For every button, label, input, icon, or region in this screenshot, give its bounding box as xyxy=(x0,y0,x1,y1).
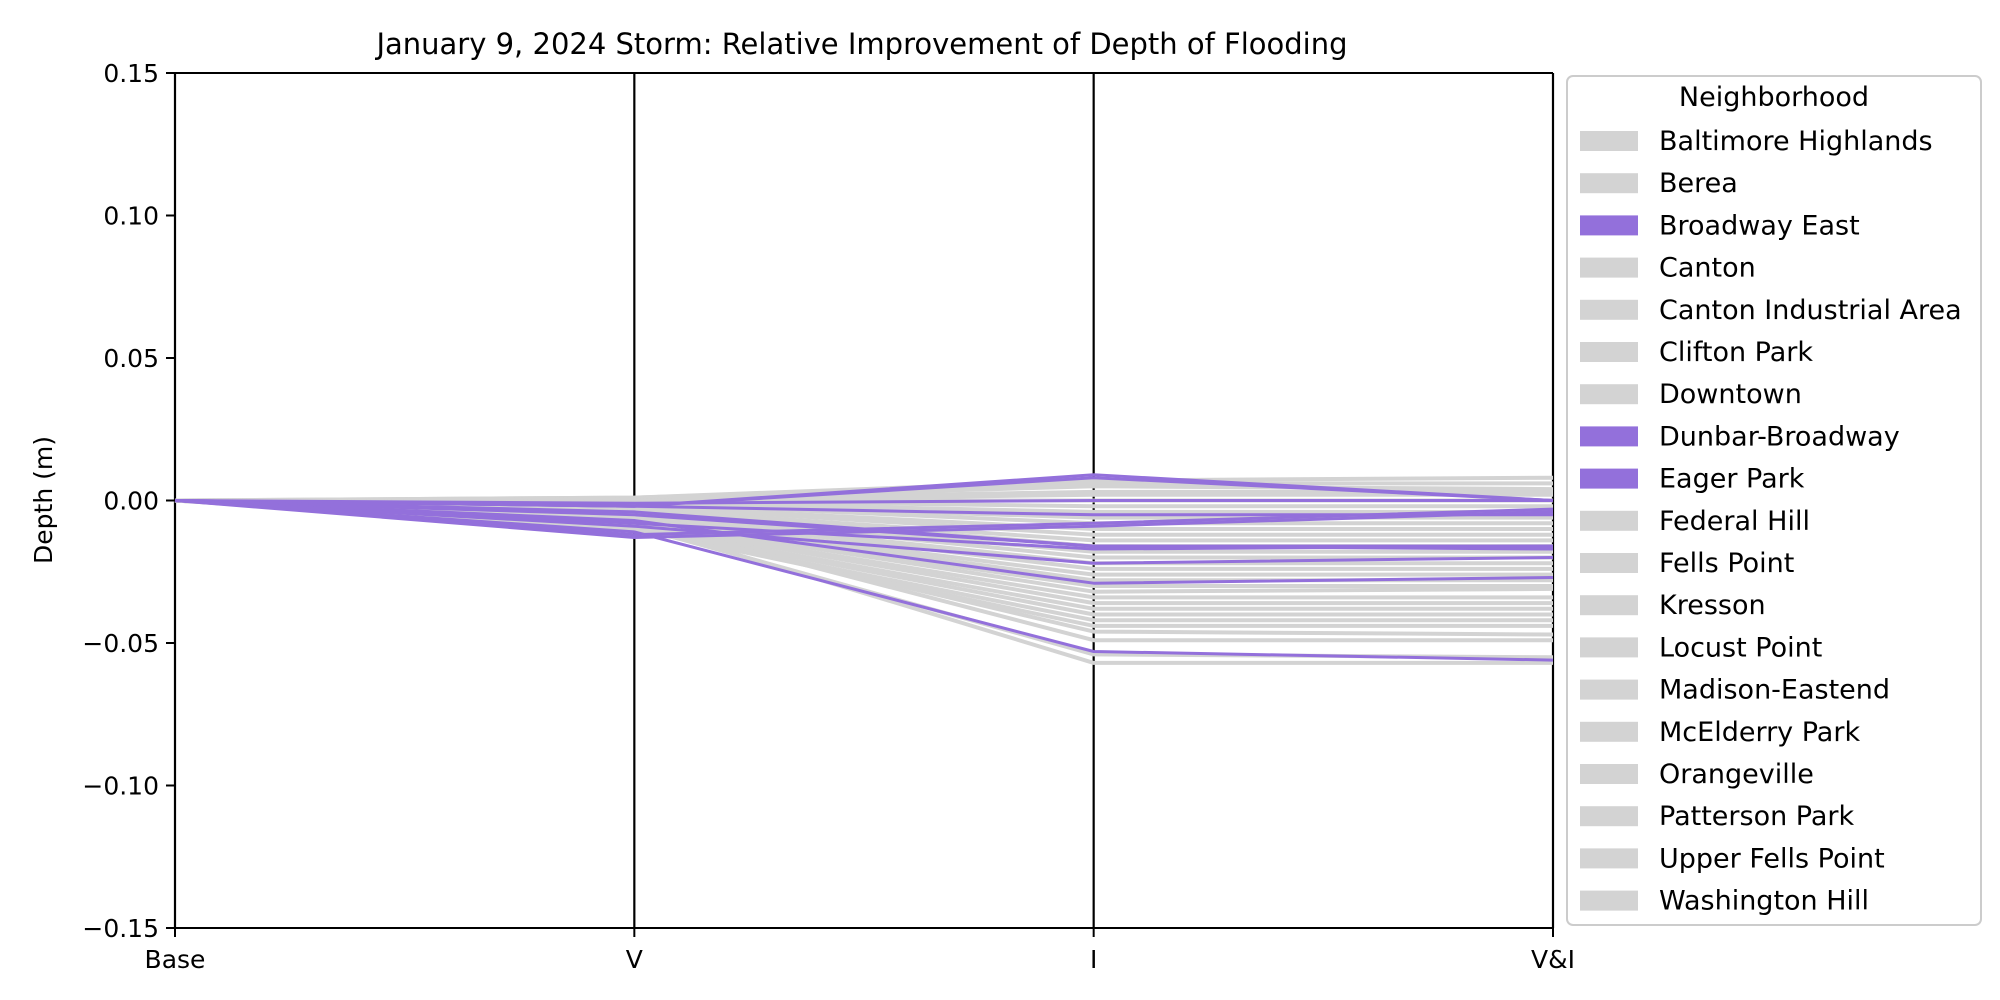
legend-swatch xyxy=(1580,299,1638,320)
legend-swatch xyxy=(1580,553,1638,573)
legend-title: Neighborhood xyxy=(1679,82,1869,113)
y-tick-label: 0.10 xyxy=(103,202,159,231)
legend-swatch xyxy=(1580,384,1638,405)
y-tick-label: 0.00 xyxy=(103,487,159,516)
x-tick-label: V xyxy=(626,945,643,974)
legend-swatch xyxy=(1580,848,1638,869)
series-line-highlight xyxy=(174,499,1554,585)
legend-label: McElderry Park xyxy=(1659,717,1860,748)
legend-label: Upper Fells Point xyxy=(1659,843,1885,874)
y-tick-label: −0.05 xyxy=(82,629,159,658)
legend-label: Orangeville xyxy=(1659,759,1814,790)
legend-label: Dunbar-Broadway xyxy=(1659,421,1900,452)
y-axis-ticks: 0.15 0.10 0.05 0.00 −0.05 −0.10 −0.15 xyxy=(82,59,175,943)
legend-swatch xyxy=(1580,806,1638,827)
legend-label: Clifton Park xyxy=(1659,337,1813,368)
y-tick-label: 0.05 xyxy=(103,344,159,373)
legend-swatch xyxy=(1580,257,1638,278)
legend-label: Kresson xyxy=(1659,590,1766,621)
legend-label: Madison-Eastend xyxy=(1659,675,1890,706)
x-axis-ticks: Base V I V&I xyxy=(145,928,1575,974)
y-axis-label: Depth (m) xyxy=(29,436,58,564)
legend-swatch xyxy=(1580,468,1638,489)
series-line-highlight xyxy=(174,499,1554,565)
legend-swatch xyxy=(1580,173,1638,194)
legend-swatch xyxy=(1580,637,1638,658)
legend-swatch xyxy=(1580,679,1638,700)
legend-label: Canton Industrial Area xyxy=(1659,295,1962,326)
legend-swatch xyxy=(1580,426,1638,447)
y-tick-label: −0.15 xyxy=(82,914,159,943)
x-tick-label: I xyxy=(1090,945,1097,974)
legend-label: Fells Point xyxy=(1659,548,1794,579)
legend-swatch xyxy=(1580,595,1638,616)
legend-swatch xyxy=(1580,131,1638,151)
legend-swatch xyxy=(1580,510,1638,531)
plot-area xyxy=(173,72,1555,929)
legend-label: Broadway East xyxy=(1659,210,1860,241)
legend-label: Berea xyxy=(1659,168,1738,199)
legend-items: Baltimore Highlands Berea Broadway East Can… xyxy=(1580,126,1962,917)
chart-title: January 9, 2024 Storm: Relative Improvem… xyxy=(374,27,1347,61)
legend: Neighborhood Baltimore Highlands Berea Bro… xyxy=(1566,75,1982,926)
series-line-highlight xyxy=(174,499,1554,539)
legend-label: Federal Hill xyxy=(1659,506,1810,537)
legend-label: Downtown xyxy=(1659,379,1802,410)
legend-label: Locust Point xyxy=(1659,632,1822,663)
legend-label: Washington Hill xyxy=(1659,886,1869,917)
legend-label: Canton xyxy=(1659,253,1756,284)
legend-frame xyxy=(1566,75,1982,926)
legend-swatch xyxy=(1580,342,1638,362)
series-line-highlight xyxy=(174,499,1554,662)
legend-label: Patterson Park xyxy=(1659,801,1854,832)
y-tick-label: −0.10 xyxy=(82,772,159,801)
legend-swatch xyxy=(1580,764,1638,784)
y-tick-label: 0.15 xyxy=(103,59,159,88)
legend-label: Baltimore Highlands xyxy=(1659,126,1933,157)
x-tick-label: V&I xyxy=(1531,945,1575,974)
legend-swatch xyxy=(1580,721,1638,742)
legend-swatch xyxy=(1580,890,1638,911)
legend-swatch xyxy=(1580,215,1638,236)
legend-label: Eager Park xyxy=(1659,464,1805,495)
x-tick-label: Base xyxy=(145,945,206,974)
